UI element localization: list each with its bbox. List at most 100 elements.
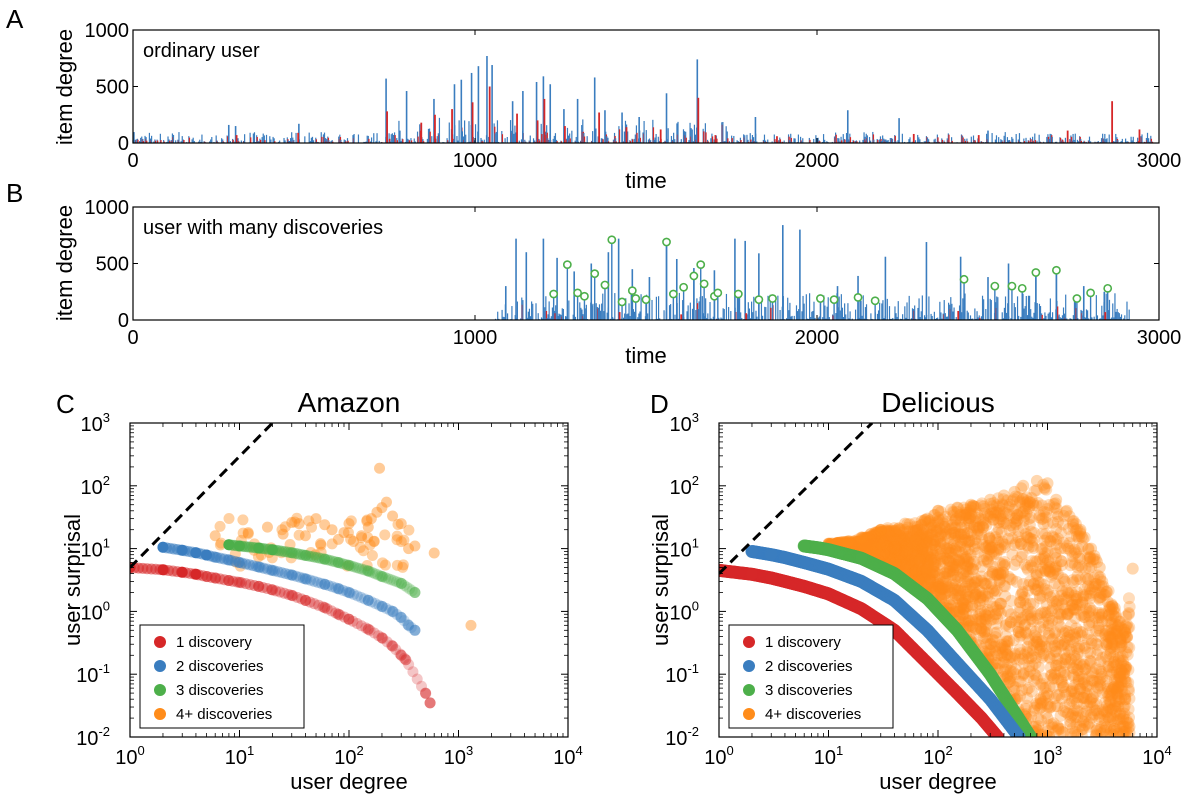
point-4plus (1016, 585, 1029, 598)
point-4plus (993, 504, 1006, 517)
point-4plus (291, 512, 303, 524)
point-4plus (1052, 636, 1065, 649)
point-4plus (1046, 721, 1059, 734)
point-4plus (1071, 691, 1084, 704)
point-4plus (1101, 680, 1114, 693)
point-4plus (1114, 712, 1127, 725)
point-4plus (1095, 707, 1108, 720)
point-4plus (1017, 492, 1030, 505)
point-4plus (1095, 608, 1108, 621)
point-4plus (1077, 673, 1090, 686)
point-4plus (1057, 704, 1070, 717)
point-4plus (368, 535, 380, 547)
point-4plus (868, 531, 881, 544)
point-4plus (1101, 595, 1114, 608)
point-4plus (911, 527, 924, 540)
point-4plus (1037, 517, 1050, 530)
point-4plus (1101, 706, 1114, 719)
point-4plus (871, 540, 884, 553)
point-4plus (1106, 689, 1119, 702)
point-4plus (1032, 576, 1045, 589)
point-3 (286, 547, 298, 559)
point-4plus (927, 536, 940, 549)
point-4plus (858, 541, 871, 554)
point-4plus (1026, 650, 1039, 663)
point-4plus (1104, 603, 1117, 616)
point-4plus (860, 535, 873, 548)
point-4plus (923, 566, 936, 579)
point-4plus (1116, 720, 1129, 733)
point-4plus (909, 567, 922, 580)
point-4plus (1065, 586, 1078, 599)
point-4plus (920, 533, 933, 546)
point-4plus (851, 535, 864, 548)
point-4plus (1047, 566, 1060, 579)
point-4plus (961, 536, 974, 549)
point-4plus (1068, 547, 1081, 560)
point-4plus (1050, 522, 1063, 535)
point-4plus (357, 545, 369, 557)
x-tick-label: 3000 (1137, 150, 1182, 172)
point-4plus (974, 590, 987, 603)
point-4plus (864, 544, 877, 557)
point-4plus (1049, 645, 1062, 658)
point-4plus (957, 567, 970, 580)
point-4plus (348, 535, 360, 547)
point-4plus (1043, 612, 1056, 625)
point-4plus (954, 602, 967, 615)
discovery-marker (713, 288, 723, 298)
point-4plus (361, 515, 373, 527)
point-4plus (974, 499, 987, 512)
point-4plus (1065, 709, 1078, 722)
point-4plus (1058, 542, 1071, 555)
point-4plus (1019, 618, 1032, 631)
discovery-marker (641, 295, 651, 305)
point-4plus (1121, 641, 1134, 654)
point-4plus (894, 546, 907, 559)
point-4plus (289, 516, 301, 528)
point-4plus (1013, 630, 1026, 643)
point-4plus (965, 501, 978, 514)
point-4plus (1107, 681, 1120, 694)
point-4plus (951, 571, 964, 584)
point-4plus (979, 589, 992, 602)
point-4plus (864, 530, 877, 543)
point-3 (332, 557, 344, 569)
point-4plus (889, 524, 902, 537)
point-4plus (1052, 615, 1065, 628)
point-4plus (1104, 703, 1117, 716)
point-4plus (853, 535, 866, 548)
point-4plus (996, 510, 1009, 523)
point-4plus (1097, 580, 1110, 593)
point-4plus (1085, 666, 1098, 679)
point-4plus (990, 617, 1003, 630)
point-4plus (878, 548, 891, 561)
point-4plus (969, 599, 982, 612)
panel-a-bars (132, 55, 1154, 143)
point-4plus (1119, 661, 1132, 674)
point-4plus (1024, 665, 1037, 678)
point-4plus (1069, 632, 1082, 645)
point-4plus (237, 527, 249, 539)
point-4plus (872, 543, 885, 556)
x-tick-label: 101 (225, 743, 254, 769)
point-4plus (957, 603, 970, 616)
point-4plus (895, 551, 908, 564)
point-4plus (1031, 699, 1044, 712)
point-4plus (918, 551, 931, 564)
panel-d-title: Delicious (881, 387, 995, 418)
point-4plus (1019, 502, 1032, 515)
point-4plus (970, 587, 983, 600)
point-4plus (1031, 496, 1044, 509)
point-4plus (993, 604, 1006, 617)
point-4plus (980, 637, 993, 650)
point-4plus (1121, 728, 1134, 737)
point-4plus (1072, 673, 1085, 686)
point-2 (176, 544, 188, 556)
point-4plus (1067, 730, 1080, 737)
point-4plus (930, 560, 943, 573)
point-4plus (931, 515, 944, 528)
point-4plus (1030, 697, 1043, 710)
point-4plus (962, 590, 975, 603)
point-4plus (1118, 721, 1131, 734)
